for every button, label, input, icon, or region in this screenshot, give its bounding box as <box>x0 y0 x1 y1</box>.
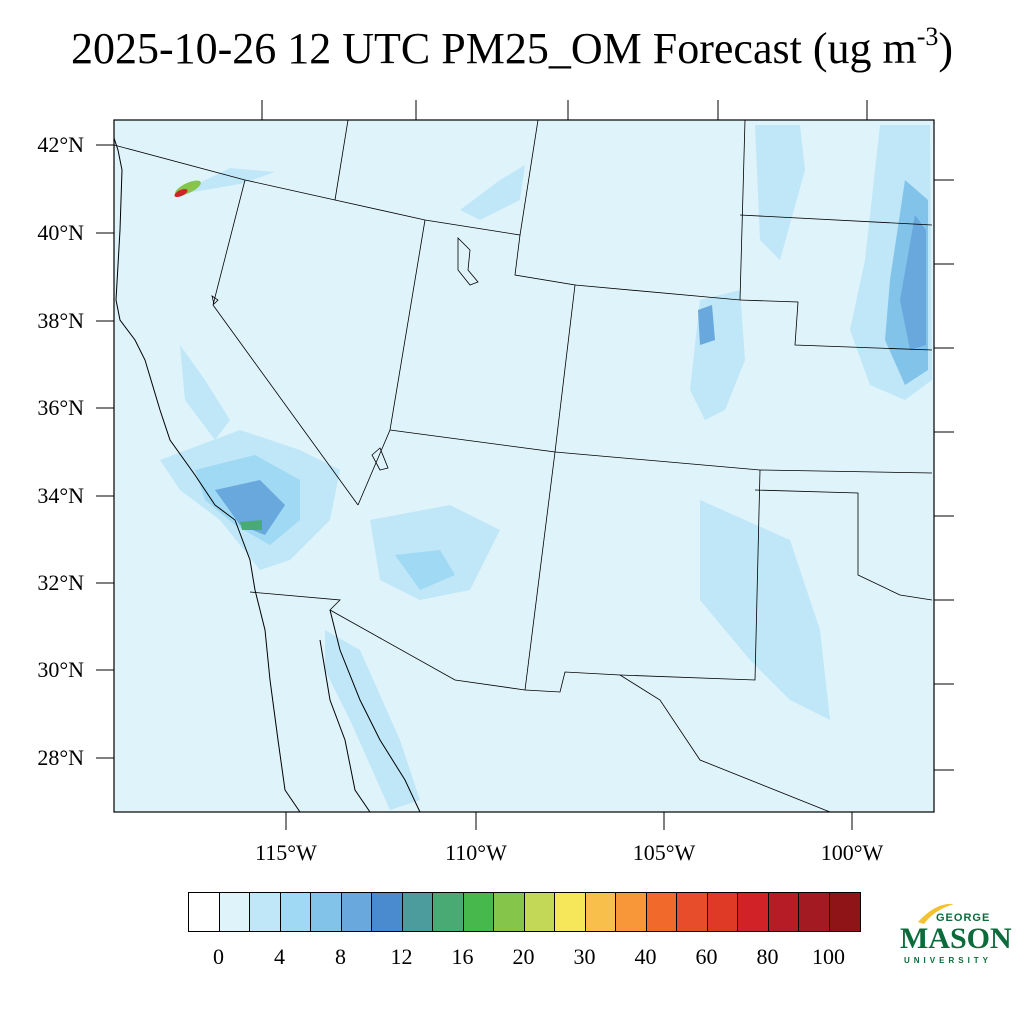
colorbar-swatch <box>555 893 586 931</box>
colorbar-label: 30 <box>573 944 596 969</box>
plume-socal-core <box>215 480 285 535</box>
plume-fire-tail <box>175 168 275 195</box>
plume-plains-inner <box>900 215 926 350</box>
colorbar-label: 12 <box>390 944 413 969</box>
colorbar-swatch <box>280 893 311 931</box>
plume-socal-green <box>240 520 262 530</box>
logo-george: GEORGE <box>936 912 991 924</box>
colorbar-label: 8 <box>335 944 346 969</box>
lat-label-30: 30°N <box>37 657 84 682</box>
colorbar-swatch <box>799 893 830 931</box>
gmu-logo: GEORGE MASON UNIVERSITY <box>896 900 1012 972</box>
lat-label-28: 28°N <box>37 745 84 770</box>
colorbar-swatch <box>707 893 738 931</box>
lon-label-105: 105°W <box>632 840 696 865</box>
colorbar-label: 100 <box>812 944 845 969</box>
plume-baja <box>325 630 420 810</box>
logo-mason: MASON <box>900 922 1012 955</box>
colorbar-label: 60 <box>695 944 718 969</box>
colorbar-swatch <box>585 893 616 931</box>
lon-label-115: 115°W <box>255 840 317 865</box>
coastline <box>113 137 301 813</box>
gulf-coastline <box>329 609 421 813</box>
plume-north <box>755 125 805 260</box>
concentration-field <box>114 120 934 812</box>
colorbar-swatch <box>768 893 799 931</box>
lon-label-100: 100°W <box>820 840 884 865</box>
colorbar-swatch <box>829 893 860 931</box>
map-frame <box>113 119 935 813</box>
colorbar-swatch <box>402 893 433 931</box>
state-borders <box>113 119 933 813</box>
lat-label-42: 42°N <box>37 132 84 157</box>
colorbar-swatch <box>677 893 708 931</box>
colorbar-label: 80 <box>756 944 779 969</box>
colorbar-label: 40 <box>634 944 657 969</box>
colorbar-swatch <box>738 893 769 931</box>
colorbar-label: 4 <box>274 944 285 969</box>
colorbar-swatch <box>250 893 281 931</box>
colorbar-swatch <box>646 893 677 931</box>
plume-valley <box>180 345 230 440</box>
colorbar-swatch <box>494 893 525 931</box>
axis-ticks <box>96 100 954 830</box>
lakes <box>211 237 479 471</box>
plume-wyoming <box>460 165 525 220</box>
baja-east <box>319 639 371 813</box>
plume-arizona-core <box>395 550 455 590</box>
colorbar-swatch <box>341 893 372 931</box>
lat-label-36: 36°N <box>37 395 84 420</box>
logo-university: UNIVERSITY <box>904 956 993 965</box>
colorbar-swatch <box>372 893 403 931</box>
colorbar-swatch <box>433 893 464 931</box>
map-title: 2025-10-26 12 UTC PM25_OM Forecast (ug m… <box>70 22 954 73</box>
colorbar-swatch <box>524 893 555 931</box>
lat-label-34: 34°N <box>37 483 84 508</box>
colorbar-label: 16 <box>451 944 474 969</box>
lat-label-38: 38°N <box>37 308 84 333</box>
colorbar-label: 20 <box>512 944 535 969</box>
colorbar-swatch <box>189 893 220 931</box>
lat-label-32: 32°N <box>37 570 84 595</box>
fire-red <box>174 188 188 198</box>
logo-swoosh-icon <box>918 903 954 924</box>
colorbar-swatch <box>463 893 494 931</box>
colorbar-swatch <box>311 893 342 931</box>
colorbar <box>188 892 861 932</box>
colorbar-swatch <box>219 893 250 931</box>
colorbar-label: 0 <box>213 944 224 969</box>
colorbar-swatch <box>616 893 647 931</box>
lon-label-110: 110°W <box>445 840 507 865</box>
plume-front-range-core <box>698 305 715 345</box>
plume-eastplains <box>700 500 830 720</box>
lat-label-40: 40°N <box>37 220 84 245</box>
